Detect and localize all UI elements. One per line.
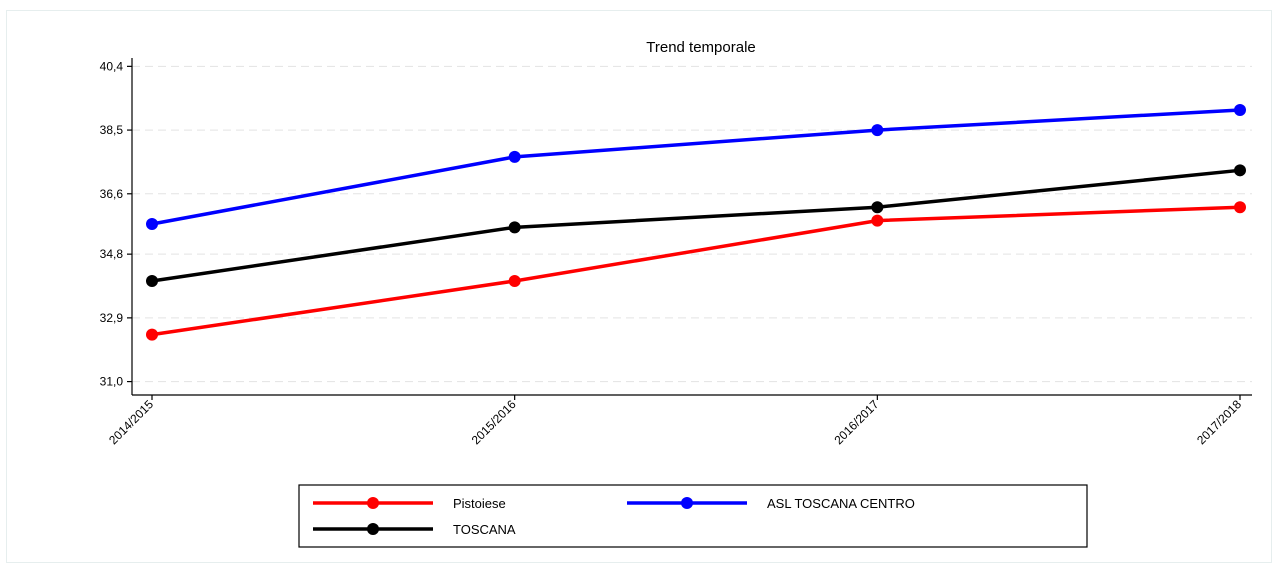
data-point	[508, 150, 521, 163]
series-line	[151, 108, 1241, 226]
data-point	[146, 328, 158, 341]
legend-swatch-marker	[367, 497, 379, 509]
data-point	[1234, 201, 1246, 214]
chart-title: Trend temporale	[646, 39, 756, 56]
legend-label: Pistoiese	[453, 496, 506, 511]
y-tick-label: 34,8	[100, 247, 124, 261]
legend-label: ASL TOSCANA CENTRO	[767, 496, 915, 511]
x-tick-label: 2017/2018	[1194, 397, 1244, 447]
data-point	[146, 274, 158, 287]
data-point	[871, 201, 884, 214]
series-line	[151, 205, 1241, 337]
data-point	[146, 217, 158, 230]
series-lines	[146, 103, 1246, 341]
legend-label: TOSCANA	[453, 522, 516, 537]
data-point	[508, 221, 521, 234]
legend-swatch-marker	[681, 497, 693, 509]
grid-lines	[132, 65, 1252, 383]
legend-box	[298, 484, 1088, 548]
data-point	[508, 274, 521, 287]
x-tick-label: 2014/2015	[106, 397, 156, 447]
data-point	[1234, 103, 1246, 116]
legend-swatch-marker	[367, 523, 379, 535]
series-line	[151, 168, 1241, 283]
x-tick-label: 2016/2017	[831, 397, 881, 447]
y-tick-label: 40,4	[100, 59, 124, 73]
line-chart: Trend temporale 31,0 32,9 34,8 36,6 38,5 40,4…	[100, 39, 1252, 548]
data-point	[1234, 164, 1246, 177]
y-tick-label: 32,9	[100, 311, 124, 325]
x-tick-label: 2015/2016	[469, 397, 519, 447]
chart-frame: Trend temporale 31,0 32,9 34,8 36,6 38,5 40,4…	[6, 10, 1272, 563]
y-tick-label: 36,6	[100, 187, 124, 201]
data-point	[871, 214, 884, 227]
y-tick-label: 31,0	[100, 375, 124, 389]
data-point	[871, 124, 884, 137]
y-tick-label: 38,5	[100, 123, 124, 137]
legend: Pistoiese ASL TOSCANA CENTRO TOSCANA	[298, 484, 1088, 548]
